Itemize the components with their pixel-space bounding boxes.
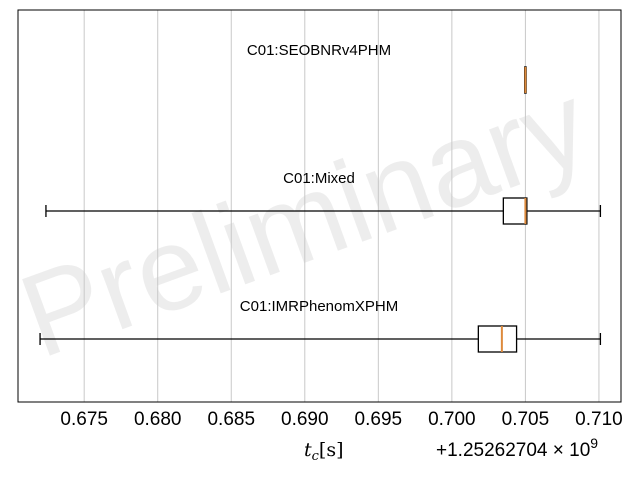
x-axis-offset-exponent: 9 — [590, 435, 598, 451]
box-series-2: C01:Mixed — [45, 170, 602, 225]
grid-layer — [83, 10, 600, 402]
x-axis-offset-base: +1.25262704 × 10 — [436, 440, 590, 461]
x-axis-label: tc[s] — [304, 439, 344, 464]
x-axis-unit: [s] — [319, 439, 344, 461]
iqr-box — [477, 325, 518, 353]
series-label: C01:SEOBNRv4PHM — [247, 42, 391, 59]
series-label: C01:Mixed — [283, 170, 355, 187]
series-label: C01:IMRPhenomXPHM — [240, 298, 398, 315]
plot-frame — [17, 9, 622, 403]
x-tick-label: 0.695 — [355, 409, 403, 430]
x-tick-label: 0.690 — [281, 409, 329, 430]
x-tick-label: 0.700 — [428, 409, 476, 430]
iqr-box — [502, 197, 528, 225]
svg-text:tc[s]: tc[s] — [304, 439, 344, 464]
x-ticks-layer: 0.675 0.680 0.685 0.690 0.695 0.700 0.705 0.710 — [60, 409, 622, 430]
x-tick-label: 0.675 — [60, 409, 108, 430]
x-axis-symbol: t — [304, 439, 312, 461]
box-series-1: C01:SEOBNRv4PHM — [247, 42, 527, 94]
x-tick-label: 0.710 — [575, 409, 623, 430]
x-tick-label: 0.705 — [502, 409, 550, 430]
boxes-layer: C01:SEOBNRv4PHM C01:Mixed C01:IMRPhenomXPH… — [39, 42, 602, 353]
x-tick-label: 0.680 — [134, 409, 182, 430]
x-axis-offset: +1.25262704 × 109 — [436, 435, 598, 461]
box-series-3: C01:IMRPhenomXPHM — [39, 298, 602, 353]
x-tick-label: 0.685 — [207, 409, 255, 430]
x-axis-subscript: c — [312, 449, 320, 464]
